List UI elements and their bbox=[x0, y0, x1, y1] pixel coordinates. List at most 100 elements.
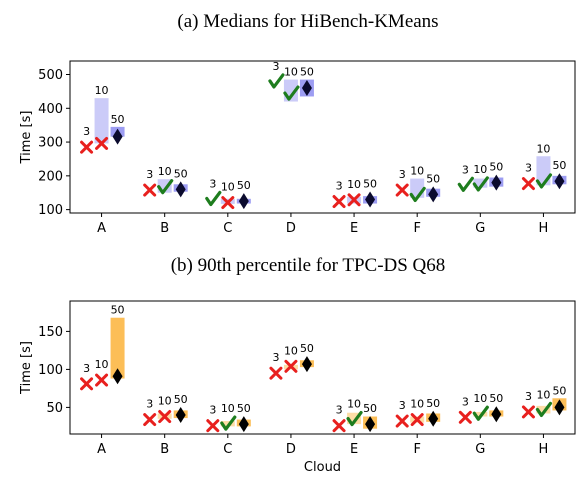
panel-a-plot-frame bbox=[69, 60, 576, 214]
panel-b-point-label: 10 bbox=[347, 398, 361, 411]
panel-b-point-label: 50 bbox=[426, 397, 440, 410]
panel-a-diamond-marker bbox=[238, 193, 249, 210]
panel-b-x-marker bbox=[458, 410, 472, 424]
panel-a-point-label: 50 bbox=[300, 66, 314, 79]
panel-a-x-marker bbox=[395, 183, 409, 197]
panel-b-x-marker bbox=[410, 413, 424, 427]
panel-b-x-tick-label: G bbox=[475, 442, 485, 457]
panel-a-diamond-marker bbox=[112, 128, 123, 145]
panel-a-point-label: 10 bbox=[158, 165, 172, 178]
panel-b-check-marker bbox=[346, 410, 363, 427]
panel-b-x-marker bbox=[284, 359, 298, 373]
panel-b-point-label: 10 bbox=[284, 344, 298, 357]
panel-a-x-marker bbox=[95, 136, 109, 150]
panel-a-x-marker bbox=[521, 177, 535, 191]
panel-a-point-label: 10 bbox=[473, 163, 487, 176]
panel-a-x-marker bbox=[80, 140, 94, 154]
panel-a-check-marker bbox=[472, 176, 489, 192]
panel-a-range-bar bbox=[473, 178, 488, 188]
panel-b-x-marker bbox=[332, 419, 346, 433]
panel-b-point-label: 3 bbox=[83, 362, 90, 375]
panel-a-point-label: 10 bbox=[410, 165, 424, 178]
panel-b-x-marker bbox=[521, 405, 535, 419]
panel-a-x-tick-label: B bbox=[160, 221, 169, 236]
panel-b-point-label: 50 bbox=[237, 402, 251, 415]
panel-a-point-label: 50 bbox=[552, 159, 566, 172]
panel-a-point-label: 3 bbox=[399, 168, 406, 181]
panel-b-x-marker bbox=[269, 366, 283, 380]
panel-b-point-label: 10 bbox=[221, 402, 235, 415]
panel-b-diamond-marker bbox=[428, 410, 439, 427]
panel-b-check-marker bbox=[535, 401, 553, 418]
panel-a-check-marker bbox=[157, 179, 174, 195]
panel-a-diamond-marker bbox=[428, 186, 439, 203]
panel-b-point-label: 50 bbox=[174, 393, 188, 406]
panel-b-diamond-marker bbox=[301, 356, 312, 373]
panel-a-point-label: 10 bbox=[284, 66, 298, 79]
panel-b-point-label: 50 bbox=[111, 304, 125, 317]
panel-a-y-tick-label: 400 bbox=[38, 102, 63, 117]
panel-a-point-label: 3 bbox=[146, 168, 153, 181]
panel-b-point-label: 10 bbox=[410, 398, 424, 411]
panel-a-x-tick-label: G bbox=[475, 221, 485, 236]
panel-b-x-tick-label: B bbox=[160, 442, 169, 457]
panel-a-title: (a) Medians for HiBench-KMeans bbox=[177, 11, 438, 32]
panel-b-point-label: 10 bbox=[158, 395, 172, 408]
panel-a-y-tick-label: 500 bbox=[38, 68, 63, 83]
panel-a-point-label: 10 bbox=[95, 84, 109, 97]
panel-a-point-label: 50 bbox=[363, 177, 377, 190]
panel-a-x-tick-label: D bbox=[286, 221, 296, 236]
panel-a-point-label: 3 bbox=[272, 60, 279, 73]
panel-a-point-label: 50 bbox=[426, 172, 440, 185]
panel-b-title: (b) 90th percentile for TPC-DS Q68 bbox=[171, 255, 446, 276]
panel-b-diamond-marker bbox=[554, 399, 565, 416]
panel-a-point-label: 10 bbox=[347, 178, 361, 191]
panel-b-point-label: 3 bbox=[146, 398, 153, 411]
panel-b-point-label: 3 bbox=[209, 404, 216, 417]
panel-b-x-marker bbox=[206, 419, 220, 433]
panel-a-y-tick-label: 100 bbox=[38, 203, 63, 218]
panel-b-range-bar bbox=[536, 405, 551, 414]
panel-a-diamond-marker bbox=[365, 191, 376, 208]
panel-b-point-label: 50 bbox=[363, 402, 377, 415]
panel-a-y-tick-label: 300 bbox=[38, 136, 63, 151]
panel-b-point-label: 3 bbox=[272, 351, 279, 364]
panel-b-point-label: 3 bbox=[525, 390, 532, 403]
panel-b-x-axis-label: Cloud bbox=[304, 460, 341, 475]
panel-b-plot-frame bbox=[69, 300, 576, 435]
panel-b-check-marker bbox=[220, 415, 237, 431]
panel-b-point-label: 50 bbox=[489, 392, 503, 405]
panel-a-point-label: 3 bbox=[525, 162, 532, 175]
panel-a-x-marker bbox=[332, 195, 346, 209]
panel-b-point-label: 50 bbox=[552, 384, 566, 397]
panel-a-point-label: 10 bbox=[536, 142, 550, 155]
panel-a-x-tick-label: C bbox=[223, 221, 232, 236]
panel-b-y-axis-label: Time [s] bbox=[19, 341, 34, 395]
panel-a-diamond-marker bbox=[554, 173, 565, 190]
panel-b-diamond-marker bbox=[491, 406, 502, 423]
panel-b-point-label: 3 bbox=[462, 395, 469, 408]
panel-b-x-tick-label: F bbox=[413, 442, 420, 457]
panel-a-check-marker bbox=[457, 176, 474, 192]
panel-a-point-label: 50 bbox=[174, 167, 188, 180]
panel-b-diamond-marker bbox=[238, 416, 249, 433]
panel-b-range-bar bbox=[347, 412, 362, 425]
panel-b-x-marker bbox=[143, 413, 157, 427]
panel-b-x-tick-label: A bbox=[97, 442, 106, 457]
panel-b-diamond-marker bbox=[175, 407, 186, 423]
panel-b-check-marker bbox=[472, 405, 489, 421]
panel-a-x-marker bbox=[221, 196, 235, 210]
panel-b-x-tick-label: H bbox=[539, 442, 549, 457]
panel-a-point-label: 50 bbox=[489, 161, 503, 174]
panel-a-diamond-marker bbox=[301, 80, 312, 97]
panel-a-point-label: 10 bbox=[221, 181, 235, 194]
panel-b-x-tick-label: D bbox=[286, 442, 296, 457]
panel-a-point-label: 3 bbox=[209, 177, 216, 190]
panel-a-point-label: 50 bbox=[237, 179, 251, 192]
panel-b-range-bar bbox=[110, 317, 125, 379]
panel-b-y-tick-label: 100 bbox=[38, 363, 63, 378]
panel-a-check-marker bbox=[409, 186, 426, 203]
panel-a-point-label: 50 bbox=[111, 113, 125, 126]
panel-a-x-tick-label: A bbox=[97, 221, 106, 236]
